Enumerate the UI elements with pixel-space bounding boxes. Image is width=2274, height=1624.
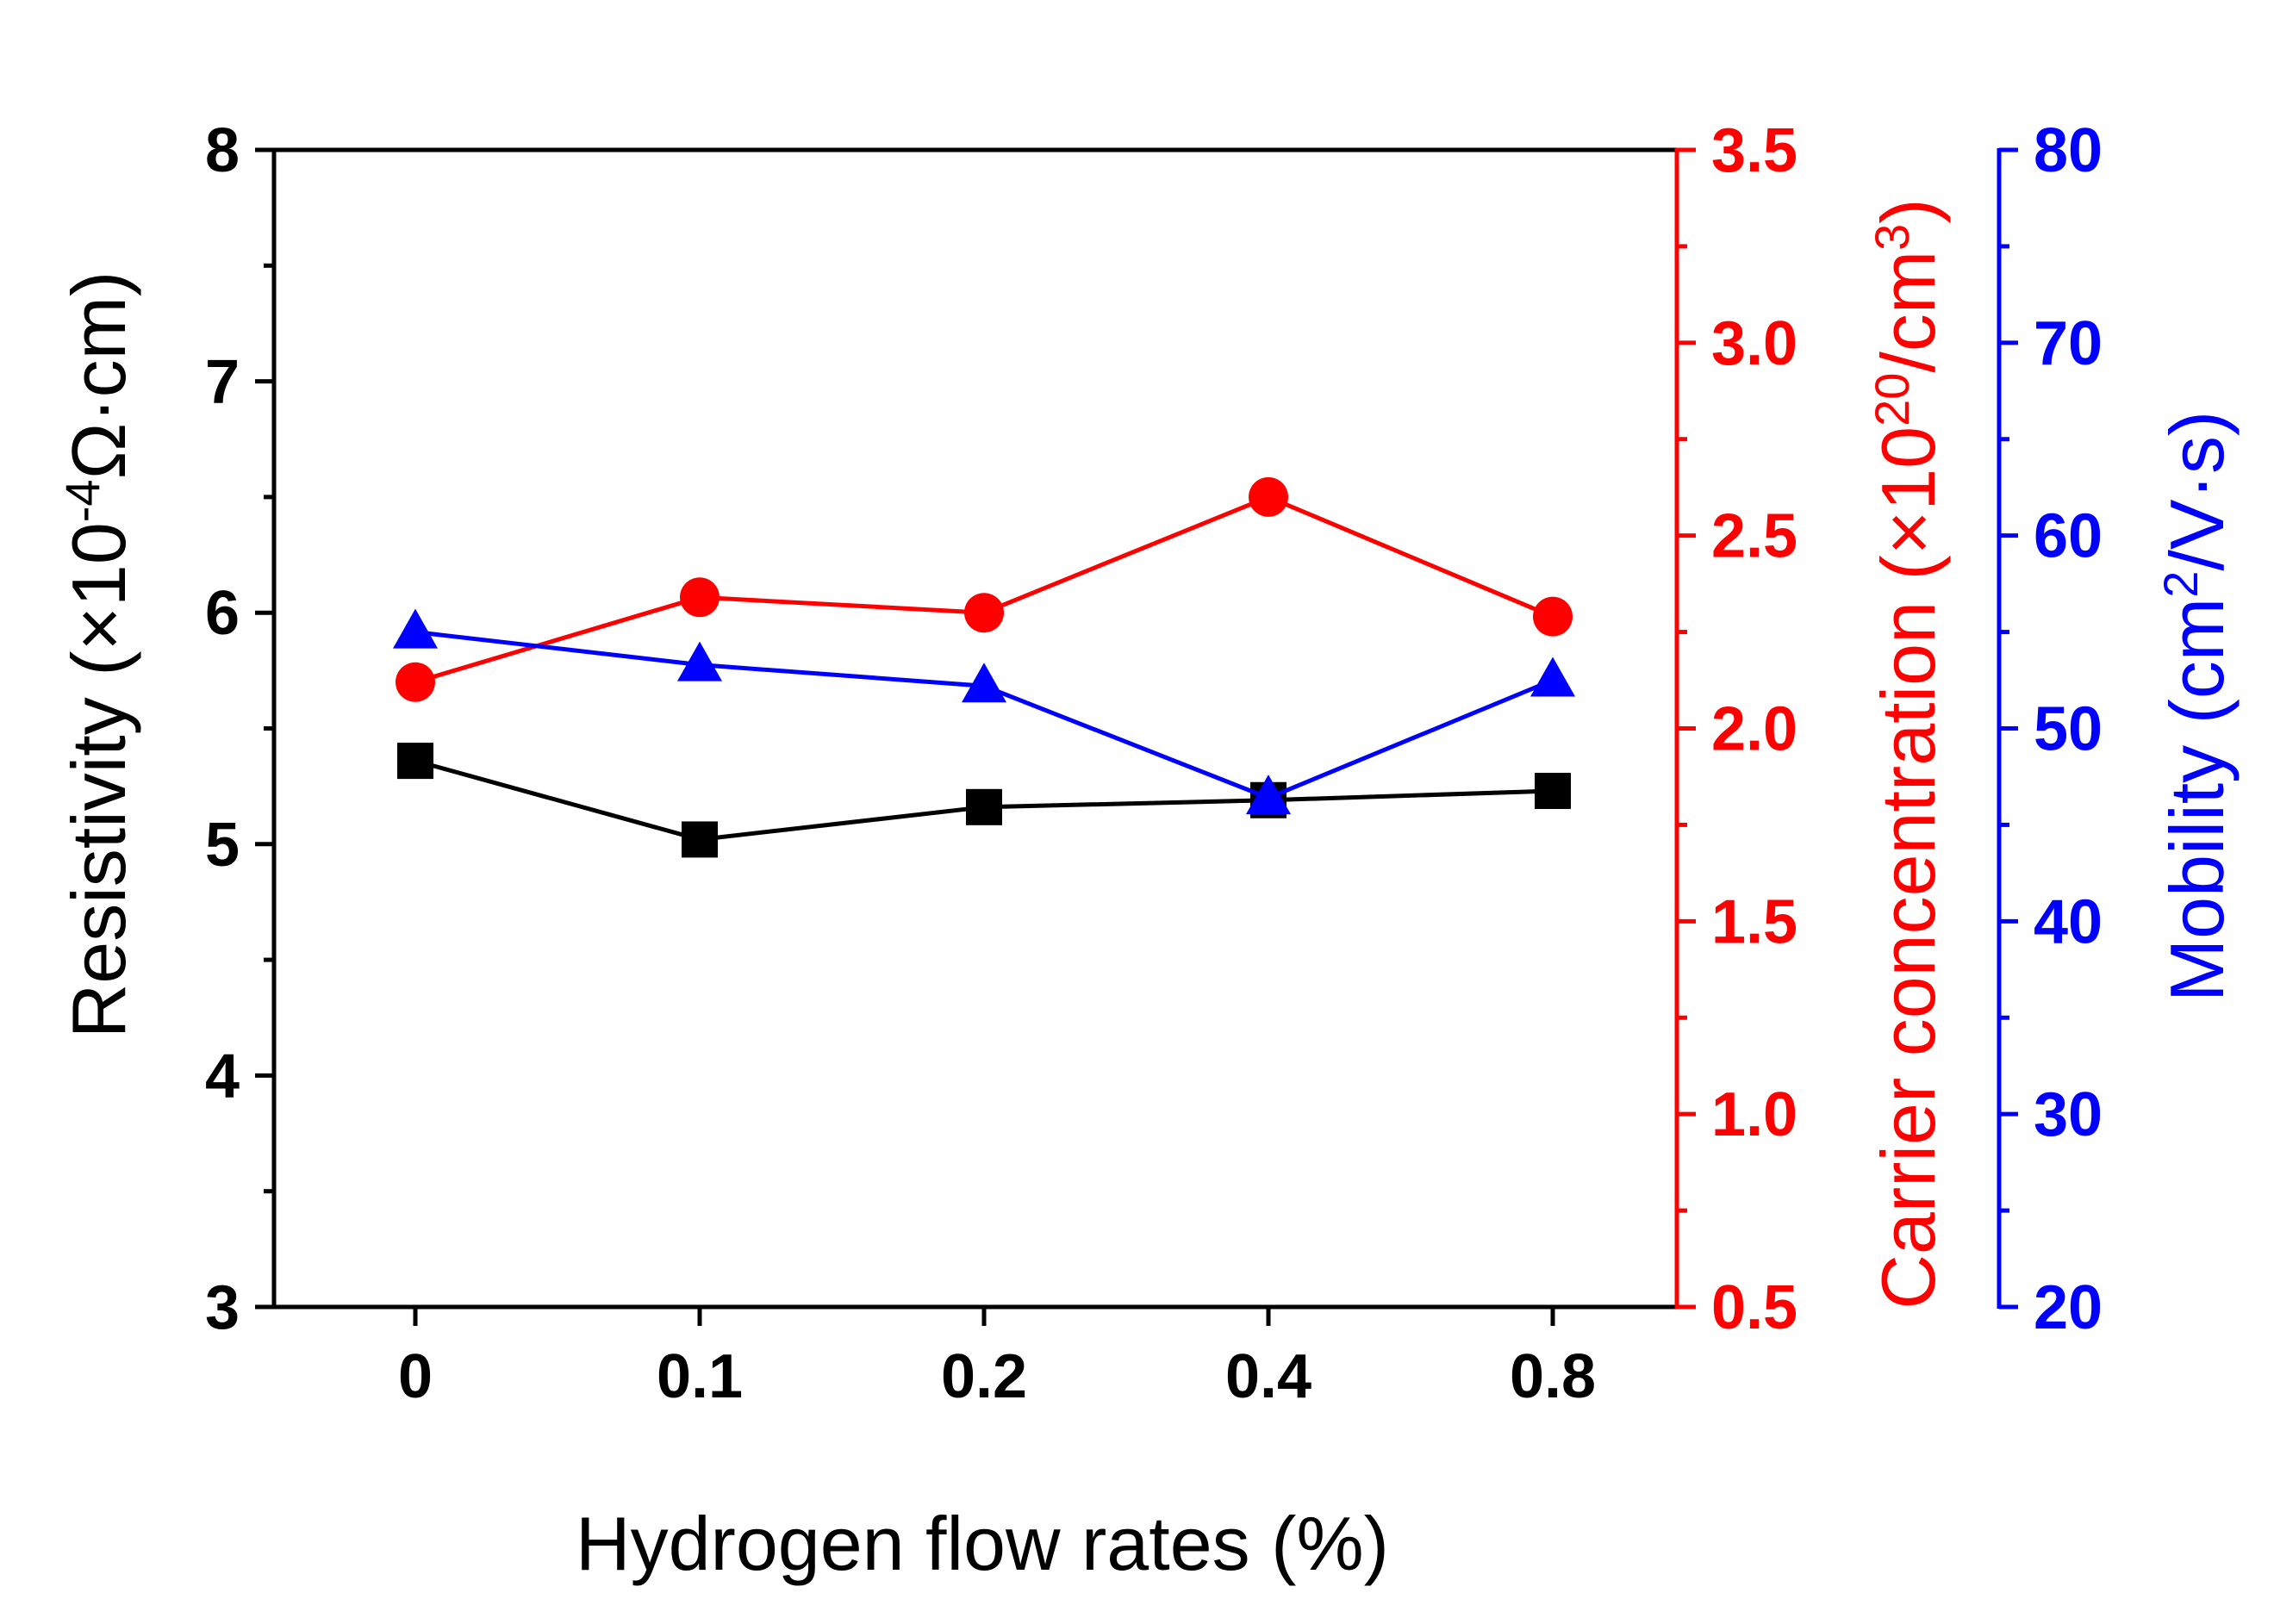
data-point-triangle	[677, 641, 722, 681]
mobility-tick-label: 40	[2034, 887, 2103, 956]
plot-frame	[274, 147, 1677, 1310]
resistivity-tick-label: 5	[205, 811, 240, 880]
series-layer	[393, 476, 1575, 858]
data-point-triangle	[1246, 775, 1291, 815]
carrier-tick-label: 1.0	[1711, 1080, 1797, 1149]
mobility-tick-label: 30	[2034, 1080, 2103, 1149]
carrier-tick-label: 2.0	[1711, 695, 1797, 764]
series-mobility	[393, 608, 1575, 815]
mobility-tick-label: 50	[2034, 695, 2103, 764]
mobility-axis: 20 30 40 50 60 70 80	[1997, 116, 2103, 1342]
resistivity-axis-title: Resistivity (×10-4Ω·cm)	[55, 271, 141, 1039]
x-tick-label: 0.1	[657, 1342, 743, 1411]
data-point-circle	[964, 593, 1004, 633]
carrier-tick-label: 3.0	[1711, 309, 1797, 378]
mobility-tick-label: 80	[2034, 116, 2103, 185]
mobility-tick-label: 60	[2034, 502, 2103, 571]
data-point-circle	[680, 577, 720, 618]
resistivity-tick-label: 7	[205, 348, 240, 417]
x-axis: 0 0.1 0.2 0.4 0.8	[398, 1307, 1596, 1411]
data-point-triangle	[393, 608, 438, 649]
series-carrier-concentration	[396, 476, 1573, 702]
resistivity-tick-label: 4	[205, 1042, 240, 1111]
x-tick-label: 0	[398, 1342, 433, 1411]
data-point-circle	[1249, 476, 1288, 517]
resistivity-tick-label: 8	[205, 116, 240, 185]
resistivity-axis: 3 4 5 6 7 8	[205, 116, 277, 1342]
series-line	[414, 495, 1554, 685]
carrier-tick-label: 1.5	[1711, 887, 1797, 956]
carrier-tick-label: 0.5	[1711, 1273, 1797, 1342]
series-line	[414, 630, 1554, 800]
data-point-square	[1535, 773, 1571, 810]
carrier-concentration-axis-title: Carrier concentration (×1020/cm3)	[1865, 198, 1951, 1309]
data-point-circle	[396, 662, 435, 702]
carrier-tick-label: 2.5	[1711, 502, 1797, 571]
series-resistivity	[397, 743, 1571, 858]
data-point-triangle	[962, 663, 1006, 703]
mobility-axis-title: Mobility (cm2/V·s)	[2153, 411, 2240, 1002]
data-point-square	[682, 821, 718, 858]
resistivity-tick-label: 6	[205, 579, 240, 648]
data-point-circle	[1533, 596, 1573, 637]
x-axis-title: Hydrogen flow rates (%)	[576, 1501, 1389, 1586]
data-point-square	[397, 743, 433, 780]
mobility-tick-label: 20	[2034, 1273, 2103, 1342]
carrier-tick-label: 3.5	[1711, 116, 1797, 185]
x-tick-label: 0.4	[1225, 1342, 1311, 1411]
x-tick-label: 0.2	[941, 1342, 1027, 1411]
mobility-tick-label: 70	[2034, 309, 2103, 378]
x-tick-label: 0.8	[1510, 1342, 1596, 1411]
data-point-triangle	[1530, 656, 1575, 697]
carrier-concentration-axis: 0.5 1.0 1.5 2.0 2.5 3.0 3.5	[1674, 116, 1797, 1342]
data-point-square	[966, 788, 1002, 825]
resistivity-tick-label: 3	[205, 1273, 240, 1342]
